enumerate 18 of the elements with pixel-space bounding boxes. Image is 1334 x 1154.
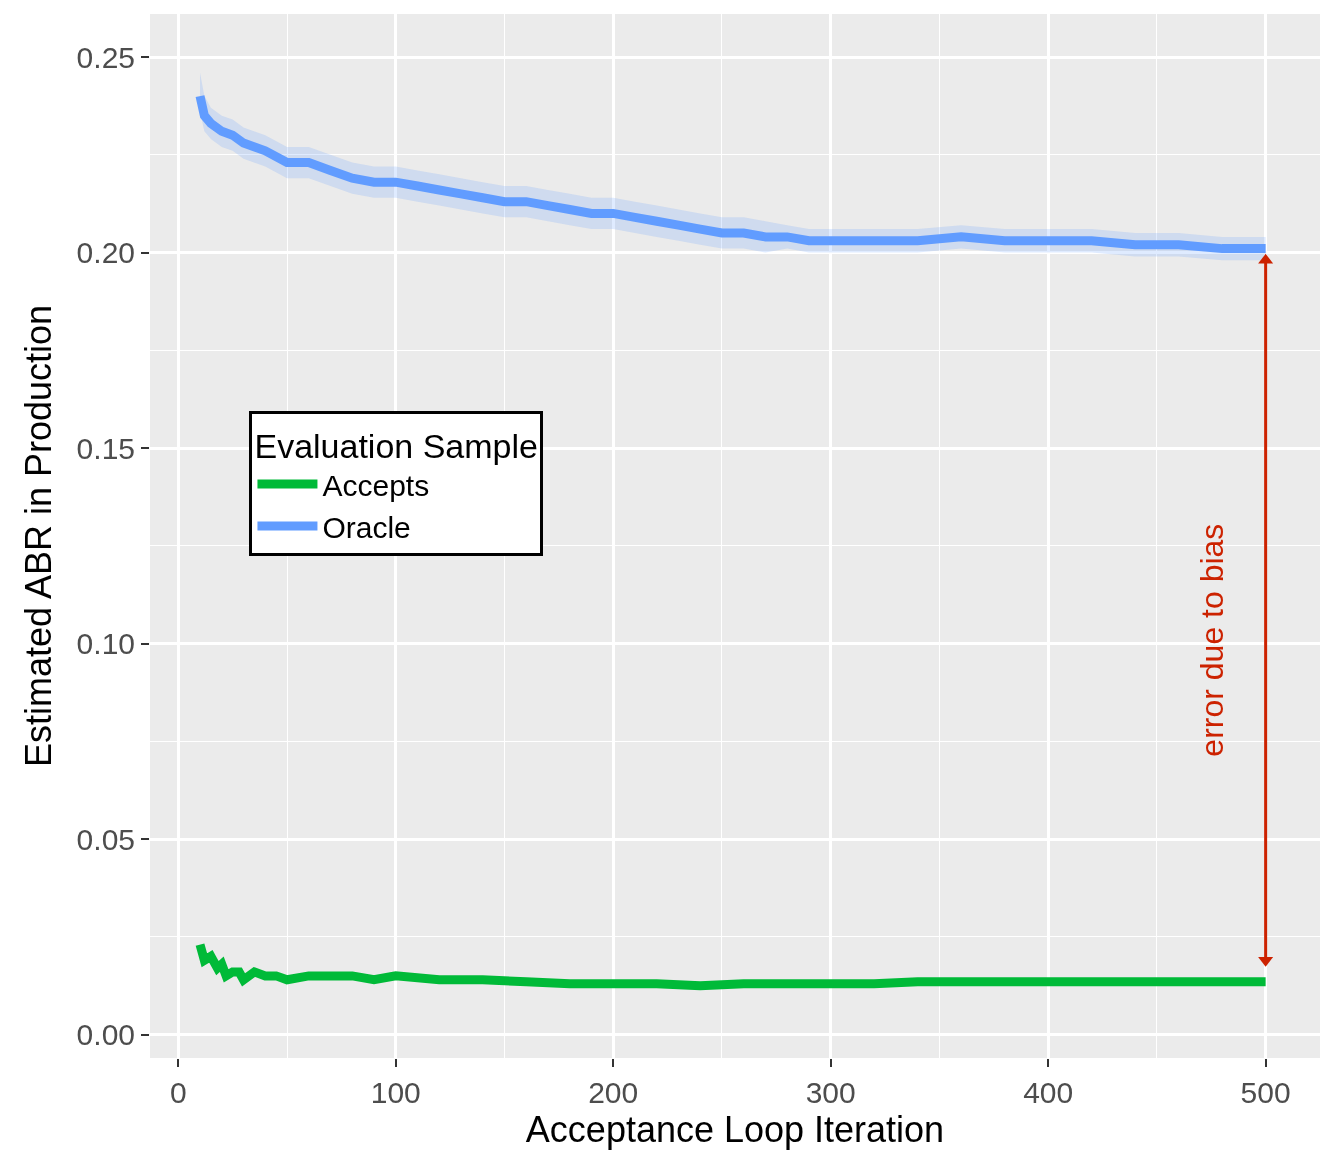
y-tick-label: 0.20 [76, 236, 135, 270]
x-tick-label: 0 [169, 1076, 187, 1109]
y-axis-title: Estimated ABR in Production [17, 304, 59, 768]
x-tick-label: 400 [1023, 1076, 1074, 1109]
y-tick-label: 0.15 [76, 431, 135, 465]
x-tick-label: 300 [805, 1076, 856, 1109]
x-tick-label: 200 [588, 1076, 639, 1109]
y-tick-label: 0.05 [76, 822, 135, 856]
y-tick-label: 0.25 [76, 40, 135, 74]
x-axis-title: Acceptance Loop Iteration [525, 1109, 945, 1150]
x-tick-label: 500 [1240, 1076, 1291, 1109]
legend-title: Evaluation Sample [254, 426, 538, 465]
legend-label: Oracle [322, 510, 411, 544]
y-tick-label: 0.00 [76, 1018, 135, 1052]
x-tick-label: 100 [370, 1076, 421, 1109]
annotation: error due to bias [1193, 523, 1230, 757]
legend-label: Accepts [322, 468, 430, 502]
y-tick-label: 0.10 [76, 627, 135, 661]
